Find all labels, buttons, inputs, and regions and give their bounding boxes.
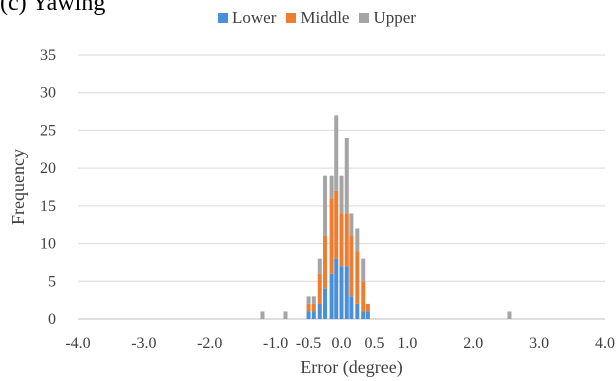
x-tick-label: -2.0 [197,335,222,352]
legend-item-upper: Upper [359,8,416,28]
bar-upper [306,296,311,304]
y-tick-label: 5 [48,273,56,290]
bar-lower [306,311,311,319]
y-tick-label: 0 [48,311,56,328]
bar-upper [507,311,512,319]
bar-upper [283,311,288,319]
y-tick-label: 15 [40,198,56,215]
bar-upper [311,296,316,304]
legend-label-upper: Upper [373,8,416,27]
bar-middle [349,236,354,297]
x-tick-label: -3.0 [131,335,156,352]
x-tick-label: -0.5 [296,335,321,352]
legend-item-middle: Middle [286,8,349,28]
bar-lower [365,311,370,319]
bar-lower [323,288,328,319]
bar-upper [317,258,322,274]
bar-lower [339,266,344,319]
x-axis-label: Error (degree) [300,357,402,378]
bar-middle [306,303,311,312]
legend-label-lower: Lower [232,8,277,27]
bar-lower [361,311,366,319]
bar-middle [365,303,370,312]
bar-lower [317,303,322,319]
bar-middle [334,190,339,259]
bar-middle [361,281,366,312]
bar-lower [344,266,349,319]
bar-upper [260,311,265,319]
y-tick-label: 20 [40,160,56,177]
y-tick-label: 30 [40,85,56,102]
bar-upper [344,137,349,214]
x-tick-label: -1.0 [263,335,288,352]
legend-swatch-lower [218,13,228,23]
bar-middle [339,213,344,267]
bar-upper [334,115,339,191]
legend-label-middle: Middle [300,8,350,27]
x-tick-label: -4.0 [65,335,90,352]
bar-upper [355,228,360,252]
y-tick-label: 35 [40,47,56,64]
bar-middle [344,213,349,267]
legend-swatch-upper [359,13,370,23]
legend-swatch-middle [286,13,297,23]
bar-upper [361,258,366,282]
bar-upper [323,175,328,237]
chart-title: (c) Yawing [0,0,106,16]
y-tick-label: 10 [40,236,56,253]
bar-middle [329,198,334,274]
x-tick-label: 1.0 [397,335,417,352]
chart-legend: Lower Middle Upper [218,8,426,28]
bar-lower [311,311,316,319]
x-tick-label: 3.0 [529,335,549,352]
bar-middle [355,251,360,304]
bar-middle [311,303,316,312]
x-tick-label: 4.0 [595,335,615,352]
bar-upper [339,175,344,214]
legend-item-lower: Lower [218,8,276,28]
bar-lower [355,303,360,319]
bar-lower [349,296,354,319]
y-tick-label: 25 [40,122,56,139]
bar-upper [349,213,354,237]
bar-lower [334,258,339,319]
bar-middle [323,236,328,289]
bar-lower [329,273,334,319]
y-axis-label: Frequency [8,149,28,225]
x-tick-label: 0.0 [332,335,352,352]
x-tick-label: 0.5 [364,335,384,352]
x-tick-label: 2.0 [463,335,483,352]
bar-upper [329,175,334,199]
bar-middle [317,273,322,304]
